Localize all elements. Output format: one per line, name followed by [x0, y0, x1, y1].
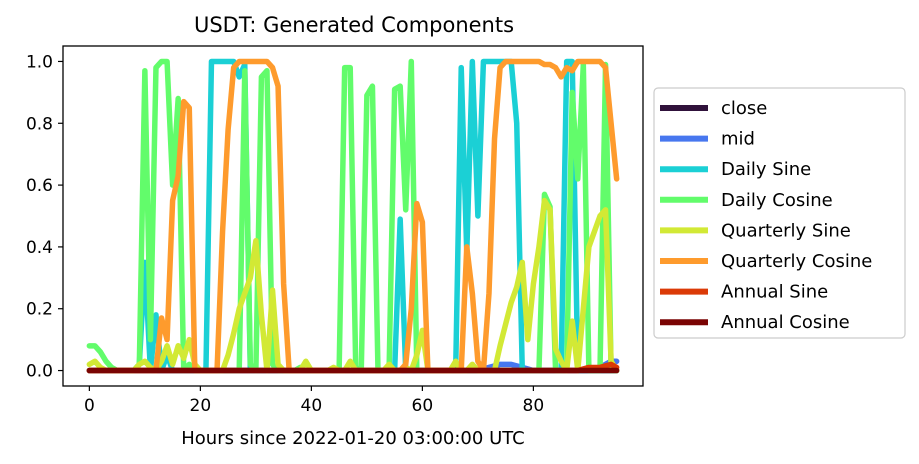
x-tick-label-0: 0	[84, 396, 95, 416]
x-axis: 0 20 40 60 80	[84, 386, 544, 416]
chart-title: USDT: Generated Components	[194, 13, 514, 37]
plot-frame	[62, 45, 644, 387]
legend-label-2: Daily Sine	[721, 159, 811, 180]
x-tick-label-1: 20	[190, 396, 212, 416]
x-tick-label-3: 60	[412, 396, 434, 416]
x-axis-label: Hours since 2022-01-20 03:00:00 UTC	[181, 428, 525, 449]
x-tick-label-2: 40	[301, 396, 323, 416]
legend-box	[653, 87, 906, 339]
y-tick-label-2: 0.4	[26, 238, 53, 258]
legend-label-3: Daily Cosine	[721, 190, 833, 211]
y-tick-label-4: 0.8	[26, 114, 53, 134]
legend-label-6: Annual Sine	[721, 282, 828, 303]
legend-label-1: mid	[721, 129, 755, 150]
series-group	[86, 58, 620, 374]
legend-label-5: Quarterly Cosine	[721, 251, 872, 272]
plot-area	[62, 45, 644, 387]
legend-label-0: close	[721, 98, 767, 119]
y-tick-label-1: 0.2	[26, 300, 53, 320]
y-axis: 0.0 0.2 0.4 0.6 0.8 1.0	[26, 52, 63, 382]
legend: close mid Daily Sine Daily Cosine Quarterly …	[653, 87, 906, 339]
y-tick-label-5: 1.0	[26, 52, 53, 72]
y-tick-label-0: 0.0	[26, 362, 53, 382]
series-line-4	[86, 197, 620, 374]
y-tick-label-3: 0.6	[26, 176, 53, 196]
legend-items: close mid Daily Sine Daily Cosine Quarterly …	[660, 98, 872, 333]
x-tick-label-4: 80	[523, 396, 545, 416]
legend-label-7: Annual Cosine	[721, 312, 850, 333]
legend-label-4: Quarterly Sine	[721, 220, 851, 241]
